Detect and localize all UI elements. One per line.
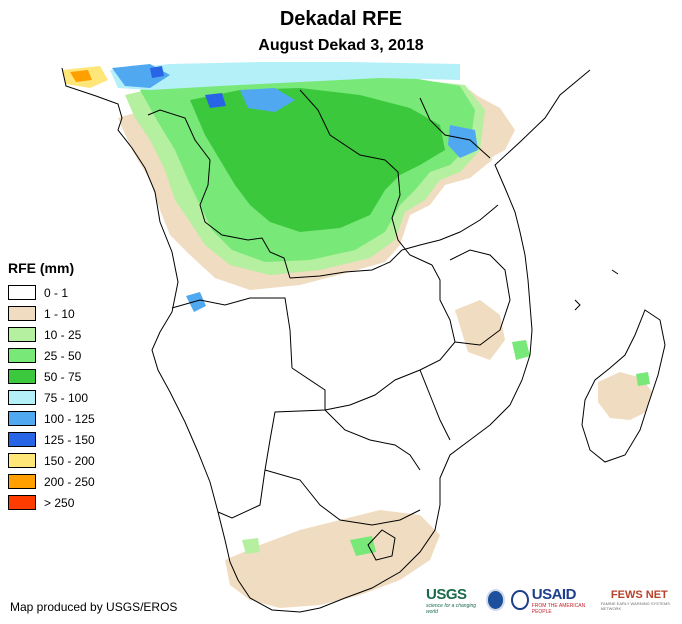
legend-items: 0 - 1 1 - 10 10 - 25 25 - 50 50 - 75 75 - 100…: [8, 282, 95, 513]
legend-label: 100 - 125: [44, 411, 95, 426]
legend-swatch: [8, 411, 36, 426]
zone-100-125-b: [240, 88, 295, 112]
legend-label: 50 - 75: [44, 369, 82, 384]
zone-125-150-b: [150, 66, 164, 78]
noaa-logo-icon: [485, 589, 506, 611]
legend-title: RFE (mm): [8, 260, 75, 276]
madagascar: [581, 309, 666, 463]
legend-swatch: [8, 327, 36, 342]
coastline: [61, 67, 591, 613]
legend-label: 75 - 100: [44, 390, 89, 405]
legend-label: 10 - 25: [44, 327, 82, 342]
legend-item: 200 - 250: [8, 471, 95, 492]
fews-net-logo: FEWS NET FAMINE EARLY WARNING SYSTEMS NE…: [601, 589, 678, 611]
border-12: [299, 89, 386, 161]
border-3: [384, 159, 433, 266]
islands: [574, 269, 619, 311]
zone-75-100: [110, 62, 460, 90]
island-2: [611, 269, 619, 275]
border-8: [264, 469, 421, 526]
fews-net-tagline: FAMINE EARLY WARNING SYSTEMS NETWORK: [600, 601, 670, 611]
zone-100-125-d: [186, 292, 206, 312]
legend-swatch: [8, 348, 36, 363]
usaid-seal-icon: [511, 590, 529, 610]
legend-swatch: [8, 285, 36, 300]
credit-text: Map produced by USGS/EROS: [10, 600, 178, 614]
zone-1-10-sw: [225, 510, 440, 608]
border-7: [324, 409, 421, 471]
legend-label: 1 - 10: [44, 306, 75, 321]
zone-10-25-south: [242, 538, 260, 554]
legend-item: 10 - 25: [8, 324, 95, 345]
legend-item: 25 - 50: [8, 345, 95, 366]
legend-swatch: [8, 453, 36, 468]
usaid-tagline: FROM THE AMERICAN PEOPLE: [531, 602, 586, 615]
legend-swatch: [8, 390, 36, 405]
zone-25-50-south: [350, 536, 376, 556]
border-10: [449, 249, 511, 346]
legend-swatch: [8, 306, 36, 321]
legend-swatch: [8, 474, 36, 489]
legend-swatch: [8, 432, 36, 447]
usgs-tagline: science for a changing world: [426, 602, 477, 615]
legend-item: 150 - 200: [8, 450, 95, 471]
zone-1-10-east: [455, 300, 505, 360]
legend-label: 150 - 200: [44, 453, 95, 468]
usaid-logo-text: USAID: [531, 585, 577, 603]
border-4: [324, 264, 456, 411]
map-title: Dekadal RFE: [279, 8, 403, 30]
fews-net-logo-text: FEWS NET: [610, 589, 668, 601]
legend-item: 50 - 75: [8, 366, 95, 387]
lesotho: [367, 529, 396, 561]
legend-label: 0 - 1: [44, 285, 69, 300]
border-9: [419, 369, 451, 441]
border-11: [401, 204, 499, 251]
zone-50-75: [190, 88, 445, 232]
legend-label: 200 - 250: [44, 474, 95, 489]
legend-item: 1 - 10: [8, 303, 95, 324]
usgs-logo: USGS science for a changing world: [426, 586, 480, 615]
legend-item: 0 - 1: [8, 282, 95, 303]
border-6: [217, 367, 326, 519]
legend-item: 100 - 125: [8, 408, 95, 429]
border-2: [289, 249, 403, 279]
border-13: [419, 97, 491, 159]
legend-swatch: [8, 495, 36, 510]
legend-label: 125 - 150: [44, 432, 95, 447]
zone-25-50-east: [512, 340, 530, 360]
rainfall-zones: [62, 62, 652, 608]
legend-item: 125 - 150: [8, 429, 95, 450]
country-boundaries: [61, 67, 666, 613]
usgs-logo-text: USGS: [426, 585, 467, 603]
zone-100-125-c: [448, 125, 478, 158]
map-subtitle: August Dekad 3, 2018: [258, 37, 424, 54]
legend: RFE (mm) 0 - 1 1 - 10 10 - 25 25 - 50 50 - 7…: [8, 260, 95, 513]
border-5: [171, 297, 293, 369]
island-1: [574, 299, 581, 311]
zone-25-50-madagascar: [636, 372, 650, 386]
legend-item: 75 - 100: [8, 387, 95, 408]
zone-200-250: [70, 70, 92, 82]
legend-swatch: [8, 369, 36, 384]
border-1: [147, 109, 291, 279]
partner-logos: USGS science for a changing world USAID …: [426, 584, 678, 616]
legend-label: 25 - 50: [44, 348, 82, 363]
zone-125-150: [205, 93, 226, 108]
legend-label: > 250: [44, 495, 75, 510]
usaid-logo: USAID FROM THE AMERICAN PEOPLE: [511, 586, 594, 615]
legend-item: > 250: [8, 492, 95, 513]
